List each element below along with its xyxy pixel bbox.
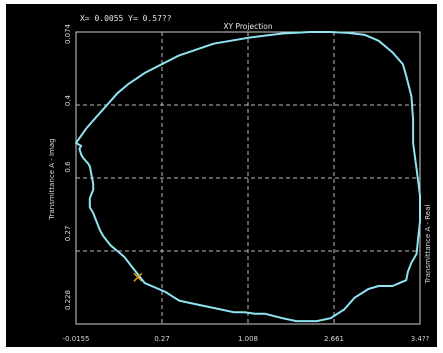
- y-axis-label: Transmittance A - Imag: [48, 138, 56, 220]
- cursor-marker[interactable]: [133, 272, 143, 282]
- x-tick-labels: -0.0155 0.27 1.008 2.661 3.4??: [62, 335, 429, 343]
- cursor-readout: X= 0.0055 Y= 0.57??: [80, 14, 172, 23]
- xy-projection-plot: X= 0.0055 Y= 0.57?? XY Projection 0.0740…: [48, 14, 432, 343]
- x-tick-label: 0.27: [154, 335, 170, 343]
- series-layer: [75, 31, 421, 323]
- y-tick-label: 0.27: [64, 226, 72, 242]
- chart-title: XY Projection: [223, 22, 272, 31]
- series-line-1: [75, 31, 421, 323]
- y-tick-label: 0.4: [64, 94, 72, 106]
- x-tick-label: 1.008: [238, 335, 258, 343]
- grid: [76, 32, 420, 324]
- y2-axis-label: Transmittance A - Real: [424, 205, 432, 285]
- x-tick-label: 3.4??: [411, 335, 430, 343]
- plot-screen: X= 0.0055 Y= 0.57?? XY Projection 0.074 0…: [6, 4, 437, 347]
- y-tick-labels: 0.074 0.4 0.6 0.27 0.228: [64, 23, 72, 310]
- x-tick-label: 2.661: [324, 335, 344, 343]
- y-tick-label: 0.074: [64, 23, 72, 44]
- y-tick-label: 0.228: [64, 290, 72, 310]
- y-tick-label: 0.6: [64, 161, 72, 173]
- x-tick-label: -0.0155: [62, 335, 89, 343]
